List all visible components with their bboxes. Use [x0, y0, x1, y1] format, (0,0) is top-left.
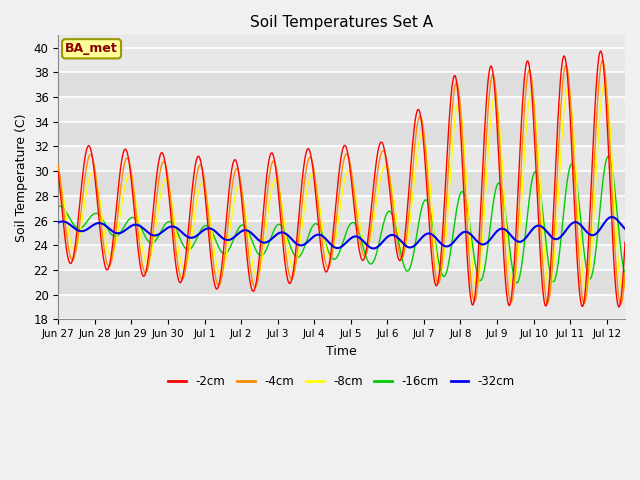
- Bar: [58, 171, 625, 196]
- Text: BA_met: BA_met: [65, 42, 118, 55]
- Y-axis label: Soil Temperature (C): Soil Temperature (C): [15, 113, 28, 241]
- Bar: [58, 270, 625, 295]
- X-axis label: Time: Time: [326, 345, 357, 358]
- Title: Soil Temperatures Set A: Soil Temperatures Set A: [250, 15, 433, 30]
- Bar: [58, 72, 625, 97]
- Bar: [58, 221, 625, 245]
- Bar: [58, 122, 625, 146]
- Legend: -2cm, -4cm, -8cm, -16cm, -32cm: -2cm, -4cm, -8cm, -16cm, -32cm: [164, 371, 520, 393]
